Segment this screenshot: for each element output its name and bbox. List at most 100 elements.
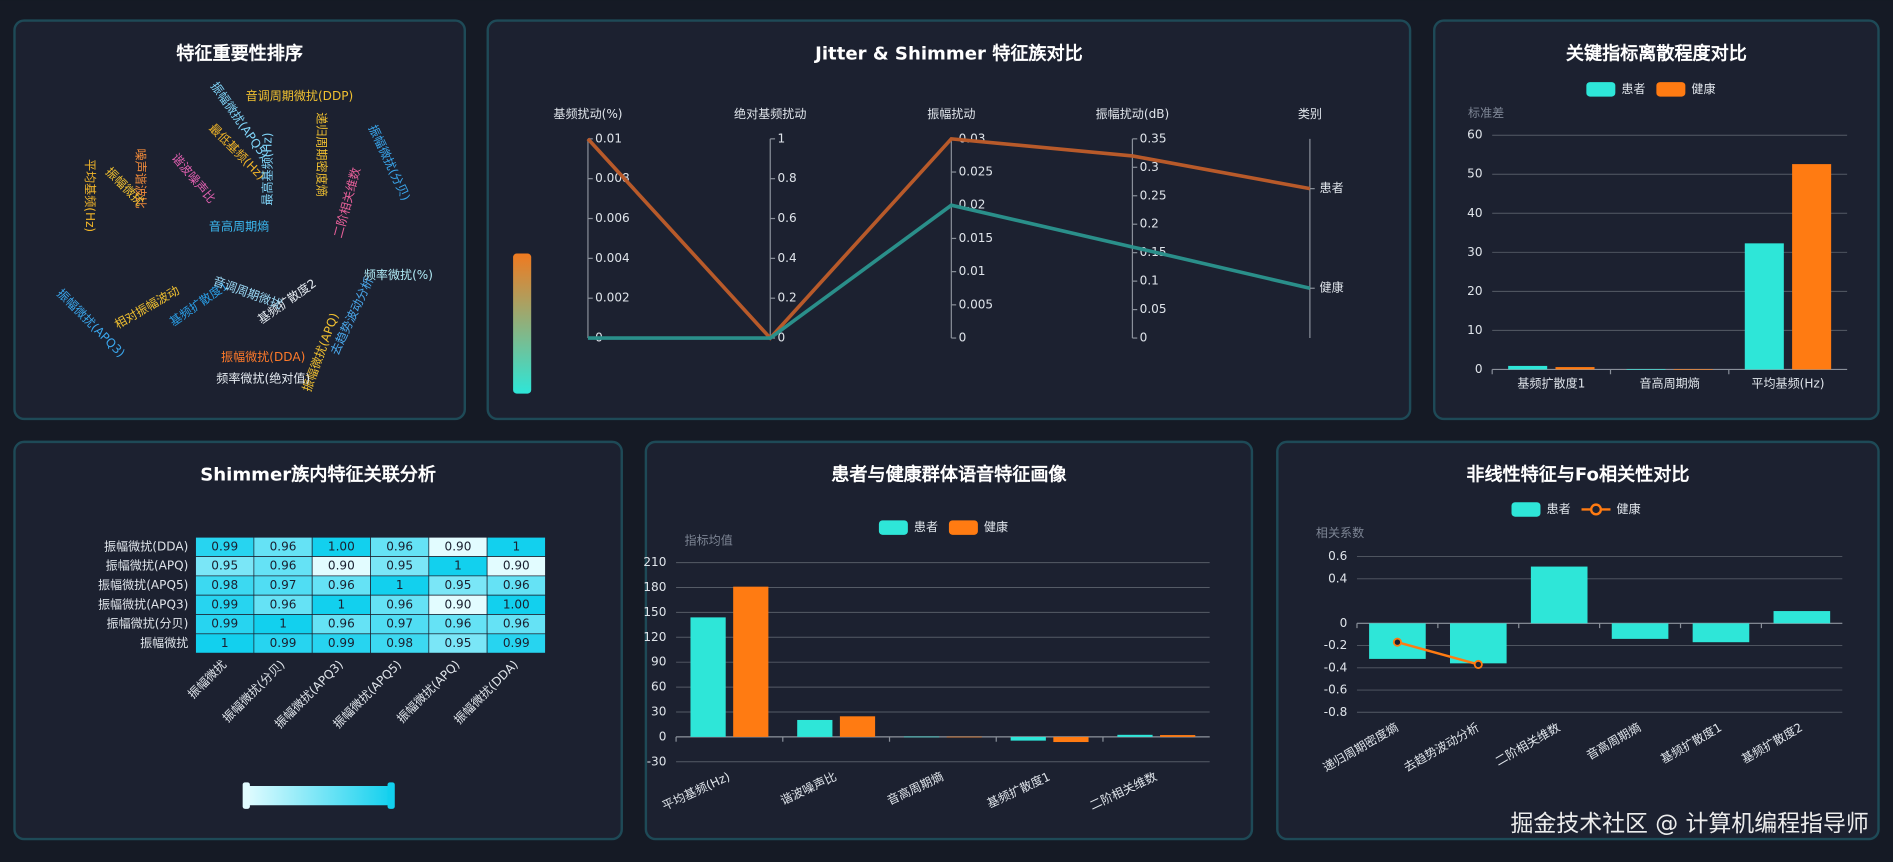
y-tick-label: 150 (643, 605, 666, 619)
y-tick-label: 0.4 (1328, 571, 1347, 585)
tick-label: 0.8 (777, 171, 796, 185)
bar (733, 586, 769, 737)
panel (486, 19, 1412, 421)
y-tick-label: 30 (1467, 245, 1482, 259)
tick-label: 0 (959, 331, 967, 345)
cell-label: 0.90 (503, 559, 530, 573)
cell-label: 0.99 (211, 597, 238, 611)
x-tick-label: 基频扩散度1 (1517, 375, 1585, 390)
word: 音高周期熵 (209, 218, 269, 233)
bar (1117, 734, 1153, 737)
bar (839, 716, 876, 737)
bar (1611, 623, 1669, 639)
word: 频率微扰(绝对值) (216, 371, 310, 386)
y-tick-label: 210 (643, 555, 666, 569)
cell-label: 0.96 (503, 617, 530, 631)
legend-icon (878, 520, 908, 535)
tick-label: 0.01 (959, 264, 986, 278)
legend-label: 患者 (914, 520, 938, 534)
legend-label: 患者 (1621, 82, 1645, 96)
tick-label: 0.004 (595, 251, 630, 265)
y-tick-label: 50 (1467, 167, 1482, 181)
y-tick-label: -30 (647, 754, 667, 768)
y-tick-label: 30 (651, 704, 666, 718)
cell-label: 0.96 (328, 617, 355, 631)
y-tick-label: 振幅微扰(APQ3) (98, 596, 188, 611)
y-tick-label: 40 (1467, 206, 1482, 220)
watermark: 掘金技术社区 @ 计算机编程指导师 (1510, 811, 1868, 837)
y-tick-label: 0 (1340, 616, 1348, 630)
series-line (587, 203, 1133, 340)
tick-label: 1 (777, 131, 785, 145)
tick-label: 0.2 (1140, 217, 1159, 231)
bar (1555, 367, 1595, 370)
line-point (1392, 637, 1402, 647)
cell-label: 0.97 (270, 578, 297, 592)
tick-label: 0.4 (777, 251, 796, 265)
y-tick-label: -0.4 (1324, 660, 1348, 674)
panel (1276, 440, 1880, 841)
word: 平均基频(Hz) (83, 159, 97, 232)
y-tick-label: -0.6 (1324, 683, 1348, 697)
legend-label: 健康 (1617, 501, 1641, 516)
bar (1673, 369, 1713, 370)
chart-title: 患者与健康群体语音特征画像 (831, 464, 1067, 486)
word: 振幅微扰(DDA) (221, 349, 305, 364)
visual-map (513, 253, 532, 394)
cell-label: 1 (338, 597, 346, 611)
y-axis-name: 相关系数 (1316, 525, 1364, 540)
y-tick-label: 振幅微扰 (140, 635, 188, 650)
bar (1449, 623, 1507, 664)
cell-label: 0.96 (270, 597, 297, 611)
cell-label: 0.96 (503, 578, 530, 592)
cell-label: 1 (279, 617, 287, 631)
tick-label: 0.3 (1140, 160, 1159, 174)
cell-label: 1 (396, 578, 404, 592)
tick-label: 0.1 (1140, 274, 1159, 288)
bar (1160, 735, 1196, 737)
bar (1508, 365, 1548, 370)
legend-label: 健康 (1691, 81, 1715, 96)
heat-cell (486, 633, 546, 654)
tick-label: 0.6 (777, 211, 796, 225)
bar (690, 617, 726, 737)
y-tick-label: 60 (651, 680, 666, 694)
tick-label: 0 (1140, 331, 1148, 345)
cell-label: 0.95 (211, 559, 238, 573)
bar (797, 719, 833, 737)
axis-name: 振幅扰动(dB) (1096, 106, 1170, 121)
cell-label: 0.97 (386, 617, 413, 631)
cell-label: 1 (512, 539, 520, 553)
tick-label: 0.35 (1140, 131, 1167, 145)
y-tick-label: 90 (651, 655, 666, 669)
tick-label: 0.025 (959, 165, 994, 179)
line (1397, 641, 1479, 666)
cell-label: 0.99 (328, 636, 355, 650)
y-tick-label: 振幅微扰(DDA) (104, 538, 188, 553)
axis-name: 基频扰动(%) (553, 107, 622, 121)
y-tick-label: 20 (1467, 284, 1482, 298)
tick-label: 0 (777, 331, 785, 345)
word: 噪声谐波比 (134, 149, 148, 209)
cell-label: 0.95 (386, 559, 413, 573)
y-axis-name: 标准差 (1468, 106, 1504, 120)
cell-label: 0.95 (445, 636, 472, 650)
bar (903, 736, 940, 738)
chart-title: 关键指标离散程度对比 (1566, 42, 1747, 64)
visual-map (245, 785, 393, 806)
tick-label: 0.005 (959, 297, 994, 311)
word: 频率微扰(%) (364, 267, 433, 282)
cell-label: 0.98 (386, 636, 413, 650)
legend-icon (948, 520, 978, 535)
bar (1773, 611, 1831, 624)
cell-label: 0.90 (445, 539, 472, 553)
bar (1053, 736, 1089, 743)
cell-label: 0.96 (386, 539, 413, 553)
cell-label: 1 (454, 559, 462, 573)
cell-label: 0.95 (445, 578, 472, 592)
tick-label: 0.006 (595, 211, 630, 225)
tick-label: 0.002 (595, 291, 630, 305)
chart-title: Shimmer族内特征关联分析 (200, 464, 436, 486)
